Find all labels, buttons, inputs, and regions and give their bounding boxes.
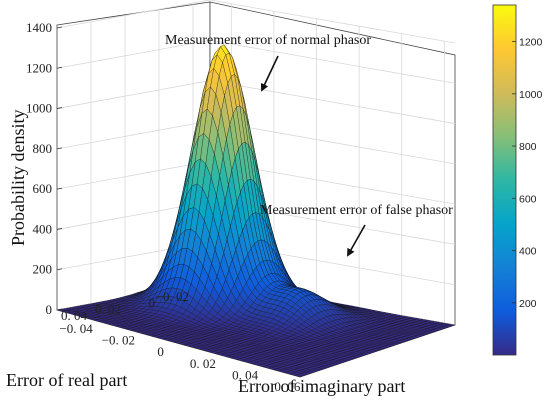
z-tick-label: 1200 xyxy=(26,60,52,75)
z-gridline xyxy=(56,0,456,44)
y-tick-label: 0. 02 xyxy=(190,356,216,371)
z-tick-mark xyxy=(56,107,63,109)
z-tick-label: 800 xyxy=(33,141,53,156)
x-tick-label: 0 xyxy=(149,295,156,310)
colorbar xyxy=(492,4,517,356)
colorbar-tick-label: 800 xyxy=(519,141,537,153)
surface-patch xyxy=(294,374,305,378)
colorbar-tick-label: 1200 xyxy=(519,37,543,49)
y-tick-label: −0. 04 xyxy=(59,321,93,336)
colorbar-ticks: 200 400 600 800 1000 1200 xyxy=(512,37,543,310)
colorbar-tick-label: 400 xyxy=(519,246,537,258)
z-tick-label: 200 xyxy=(33,262,53,277)
x-tick-label: −0. 02 xyxy=(156,289,189,304)
y-axis-ticks: −0. 04 −0. 02 0 0. 02 0. 04 0. 06 xyxy=(59,321,300,394)
z-tick-mark xyxy=(56,187,63,190)
z-gridline xyxy=(56,39,456,84)
x-tick-label: 0. 04 xyxy=(61,308,88,323)
z-tick-label: 400 xyxy=(33,221,53,236)
z-tick-mark xyxy=(56,268,63,271)
z-tick-mark xyxy=(56,26,63,29)
annotation-false-phasor: Measurement error of false phasor xyxy=(260,203,453,218)
z-tick-mark xyxy=(56,308,63,311)
x-axis-label: Error of real part xyxy=(6,370,127,390)
colorbar-tick-label: 200 xyxy=(519,298,537,310)
y-tick-label: 0. 06 xyxy=(274,379,301,394)
z-tick-label: 0 xyxy=(46,302,53,317)
y-tick-label: −0. 02 xyxy=(102,332,135,347)
z-tick-mark xyxy=(56,228,63,230)
x-tick-label: 0. 02 xyxy=(95,302,121,317)
z-tick-label: 1000 xyxy=(26,101,52,116)
colorbar-tick-label: 1000 xyxy=(519,89,543,101)
colorbar-tick-label: 600 xyxy=(519,193,537,205)
surface-mesh xyxy=(56,44,456,378)
annotation-normal-phasor: Measurement error of normal phasor xyxy=(165,33,371,48)
annotation-arrow-false xyxy=(347,224,366,257)
y-tick-label: 0 xyxy=(157,344,164,359)
z-axis-ticks: 0 200 400 600 800 1000 1200 1400 xyxy=(26,20,63,317)
z-tick-mark xyxy=(56,147,63,150)
y-axis-label: Error of imaginary part xyxy=(238,376,405,396)
x-axis-ticks: −0. 020 0. 02 0. 04 xyxy=(61,289,189,323)
annotation-arrow-normal xyxy=(260,55,279,92)
z-axis-label: Probability density xyxy=(8,110,28,247)
z-tick-label: 600 xyxy=(33,181,53,196)
z-tick-label: 1400 xyxy=(26,20,52,35)
z-tick-mark xyxy=(56,66,63,69)
y-tick-label: 0. 04 xyxy=(232,367,259,382)
